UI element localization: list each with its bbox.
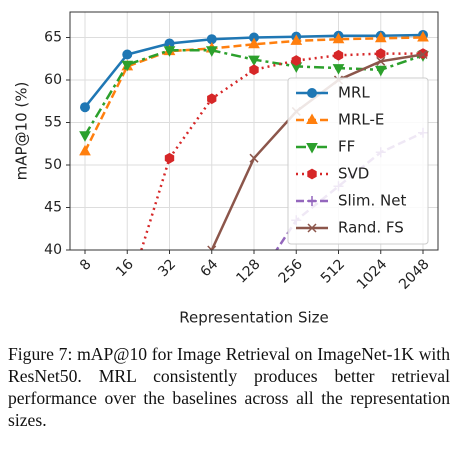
x-tick-label: 64 [197,256,221,280]
y-tick-label: 40 [44,242,62,258]
x-tick-label: 128 [233,256,263,286]
y-axis-label: mAP@10 (%) [13,82,31,181]
marker [290,34,303,45]
marker [291,55,301,66]
legend-label: Rand. FS [338,219,404,237]
series-line [83,36,424,152]
y-tick-label: 45 [44,200,62,216]
marker [80,102,90,113]
legend-label: SVD [338,165,369,183]
marker [374,65,387,77]
marker [374,31,387,43]
legend-label: MRL-E [338,111,384,129]
marker [307,223,317,233]
x-tick-label: 2048 [396,256,433,293]
marker [164,152,175,164]
marker [248,55,260,67]
marker [205,46,218,57]
x-axis-label: Representation Size [179,309,328,327]
marker [79,131,91,142]
marker [376,56,386,66]
marker [307,196,317,206]
y-tick-label: 55 [44,115,62,131]
series-line [140,52,423,250]
marker [307,88,317,98]
x-tick-label: 256 [276,256,306,286]
marker [332,64,345,75]
series-line [275,131,424,250]
legend-label: MRL [338,84,370,102]
marker [122,49,133,60]
marker [418,49,428,60]
marker [248,37,260,49]
marker [249,64,259,76]
marker [123,291,131,301]
x-tick-label: 16 [113,256,137,280]
marker [376,48,386,59]
marker [249,153,259,163]
legend-label: Slim. Net [338,192,406,210]
x-tick-label: 1024 [354,256,391,293]
x-tick-label: 8 [77,256,95,274]
x-tick-label: 512 [318,256,348,286]
marker [306,113,318,124]
legend-label: FF [338,138,355,156]
y-tick-label: 60 [44,72,62,88]
marker [306,143,318,154]
marker [121,60,134,72]
marker [333,49,344,61]
marker [417,30,429,42]
figure-caption: Figure 7: mAP@10 for Image Retrieval on … [8,344,450,430]
marker [79,144,91,156]
marker [307,168,317,180]
chart: mAP@10 (%) Representation Size 40 45 50 55 6… [13,11,439,327]
marker [207,93,217,105]
marker [332,32,345,44]
marker [163,46,176,57]
x-tick-label: 32 [155,256,179,280]
marker [207,245,217,250]
y-tick-label: 50 [44,157,62,173]
y-tick-label: 65 [44,30,62,46]
